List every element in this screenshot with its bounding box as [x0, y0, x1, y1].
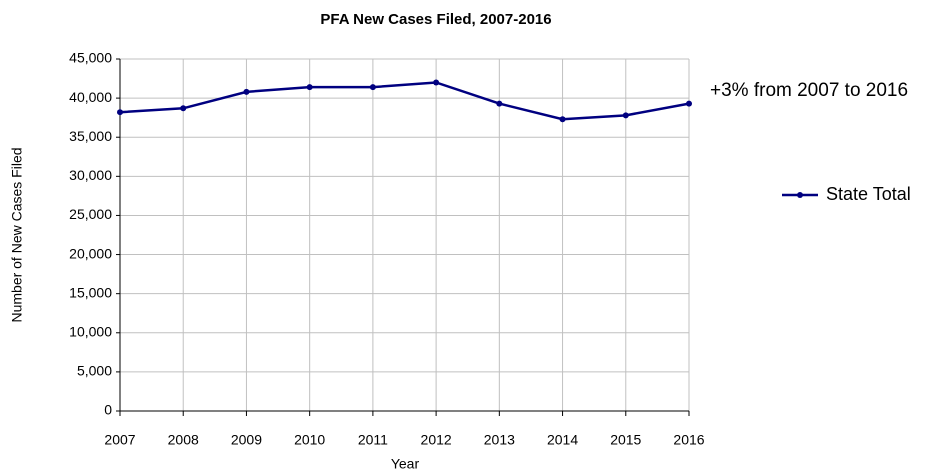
y-axis-label: Number of New Cases Filed: [9, 147, 25, 322]
y-tick-label: 45,000: [69, 50, 112, 66]
x-tick-label: 2013: [484, 432, 515, 448]
y-tick-label: 0: [104, 402, 112, 418]
data-point: [622, 112, 629, 119]
legend-marker: [797, 192, 803, 198]
x-tick-label: 2010: [294, 432, 325, 448]
y-tick-label: 20,000: [69, 245, 112, 261]
y-tick-label: 15,000: [69, 284, 112, 300]
data-point: [117, 109, 123, 116]
x-axis-label: Year: [391, 456, 420, 472]
x-tick-label: 2007: [104, 432, 135, 448]
y-tick-label: 10,000: [69, 323, 112, 339]
x-tick-label: 2016: [673, 432, 704, 448]
data-line: [119, 81, 690, 121]
x-tick-label: 2012: [421, 432, 452, 448]
data-point: [369, 84, 376, 91]
data-point: [180, 105, 187, 112]
x-tick-label: 2011: [358, 432, 388, 448]
legend-label: State Total: [826, 184, 911, 204]
x-tick-label: 2008: [168, 432, 199, 448]
annotation: +3% from 2007 to 2016: [710, 80, 909, 101]
y-tick-label: 5,000: [77, 363, 112, 379]
y-tick-label: 30,000: [69, 167, 112, 183]
x-tick-label: 2009: [231, 432, 262, 448]
chart-title: PFA New Cases Filed, 2007-2016: [320, 11, 551, 28]
x-tick-label: 2014: [547, 432, 578, 448]
y-tick-label: 40,000: [69, 89, 112, 105]
data-point: [496, 100, 503, 107]
y-tick-label: 25,000: [69, 206, 112, 222]
data-point: [243, 88, 250, 95]
data-point: [306, 84, 313, 91]
y-tick-label: 35,000: [69, 128, 112, 144]
data-point: [686, 100, 692, 107]
data-point: [559, 116, 566, 123]
data-point: [433, 79, 440, 86]
x-tick-label: 2015: [610, 432, 641, 448]
